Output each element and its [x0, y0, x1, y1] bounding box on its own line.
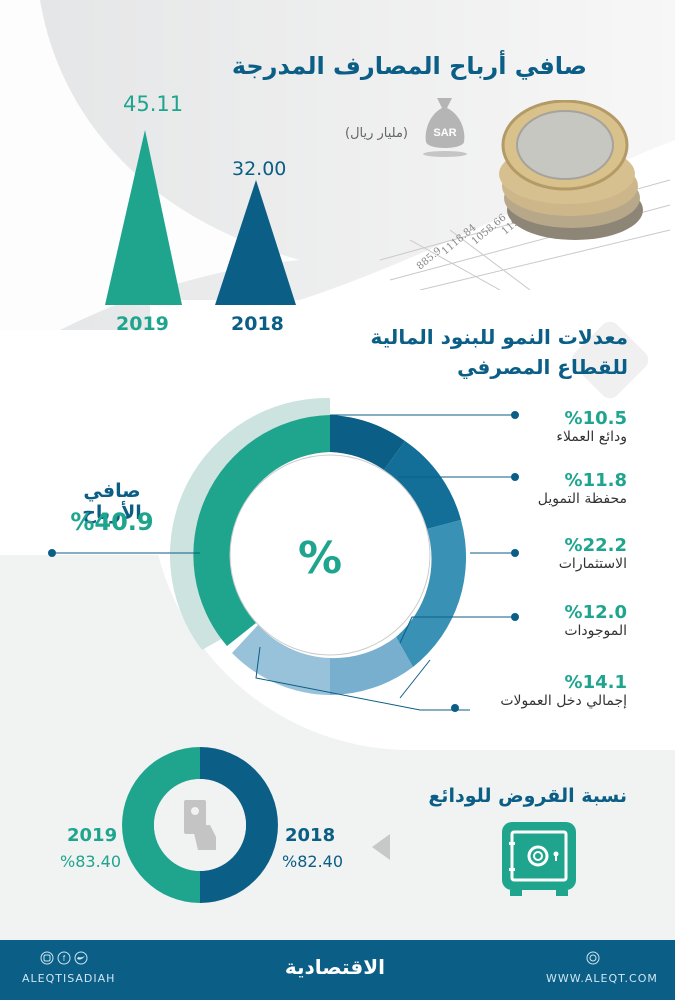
net-profit-value: %40.9: [70, 508, 154, 536]
year-label-2018: 2018: [231, 313, 284, 335]
growth-value: %14.1: [564, 672, 627, 693]
growth-item-assets: %12.0 الموجودات: [447, 602, 627, 639]
facebook-icon: [57, 951, 71, 965]
safe-icon: [502, 822, 576, 896]
net-profit-title: صافي أرباح المصارف المدرجة: [231, 52, 587, 80]
coins-photo: 885.9 1118.84 1058.66 1190.58: [380, 100, 671, 290]
instagram-icon: [40, 951, 54, 965]
footer: [0, 940, 675, 1000]
ratio-value-2018: %82.40: [282, 852, 344, 871]
growth-item-financing-portfolio: %11.8 محفظة التمويل: [447, 470, 627, 507]
growth-label: الموجودات: [564, 623, 627, 639]
growth-rates-title: معدلات النمو للبنود المالية للقطاع المصر…: [371, 322, 628, 382]
triangle-bars: [105, 130, 296, 305]
growth-item-commission-income: %14.1 إجمالي دخل العمولات: [447, 672, 627, 709]
twitter-icon: [74, 951, 88, 965]
bar-2019: [105, 130, 182, 305]
ratio-year-2018: 2018: [285, 825, 336, 846]
brand-logo: الاقتصادية: [284, 955, 385, 979]
growth-value: %12.0: [564, 602, 627, 623]
growth-title-line1: معدلات النمو للبنود المالية: [370, 325, 628, 349]
social-icons: f: [40, 951, 88, 965]
growth-value: %11.8: [564, 470, 627, 491]
bar-value-2018: 32.00: [232, 158, 287, 180]
growth-label: الاستثمارات: [558, 556, 627, 572]
svg-text:%: %: [298, 533, 342, 584]
loans-deposits-donut: [122, 747, 278, 903]
growth-label: محفظة التمويل: [537, 491, 627, 507]
ratio-year-2019: 2019: [67, 825, 118, 846]
globe-icon: [586, 951, 600, 965]
cash-hand-icon: [184, 800, 216, 850]
growth-item-investments: %22.2 الاستثمارات: [447, 535, 627, 572]
website-link[interactable]: WWW.ALEQT.COM: [546, 972, 658, 985]
left-arrow-icon: [372, 834, 390, 860]
growth-label: ودائع العملاء: [556, 429, 627, 445]
svg-text:SAR: SAR: [433, 127, 456, 139]
growth-value: %10.5: [564, 408, 627, 429]
loans-to-deposits-title: نسبة القروض للودائع: [428, 785, 627, 807]
bar-2018: [215, 180, 296, 305]
growth-donut-chart: %: [170, 397, 470, 711]
growth-item-customer-deposits: %10.5 ودائع العملاء: [447, 408, 627, 445]
unit-label: (مليار ريال): [345, 126, 409, 141]
growth-value: %22.2: [564, 535, 627, 556]
ratio-value-2019: %83.40: [60, 852, 122, 871]
money-bag-icon: SAR: [423, 98, 467, 157]
growth-title-line2: للقطاع المصرفي: [457, 355, 628, 379]
net-profit-label: صافي الأرباح: [82, 480, 142, 524]
bar-value-2019: 45.11: [123, 92, 184, 116]
svg-text:f: f: [63, 954, 66, 963]
leader-lines: [48, 411, 519, 712]
growth-label: إجمالي دخل العمولات: [500, 693, 627, 709]
year-label-2019: 2019: [116, 313, 169, 335]
social-handle[interactable]: ALEQTISADIAH: [22, 972, 116, 985]
